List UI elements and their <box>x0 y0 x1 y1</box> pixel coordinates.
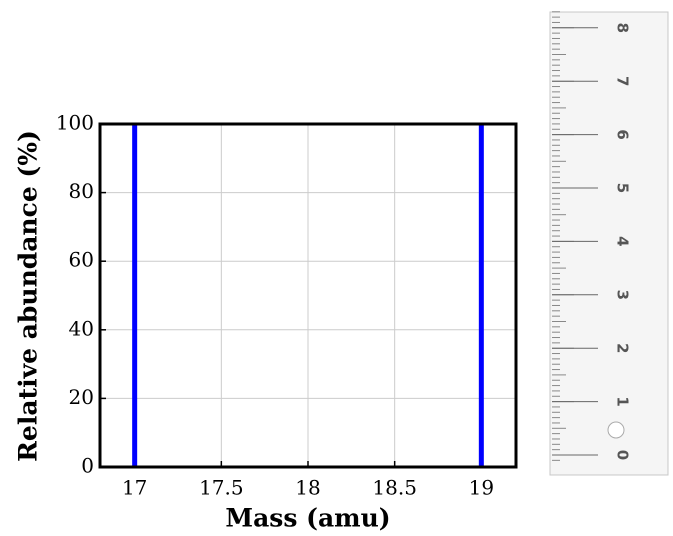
x-tick-label: 18 <box>295 476 320 500</box>
y-tick-label: 60 <box>69 248 94 272</box>
plot-frame <box>98 122 518 469</box>
ruler-label: 5 <box>614 183 632 193</box>
x-axis-title: Mass (amu) <box>225 504 390 533</box>
x-tick-label: 17.5 <box>199 476 244 500</box>
ruler-label: 6 <box>614 129 632 139</box>
y-tick-label: 0 <box>81 454 94 478</box>
y-tick-label: 100 <box>56 111 94 135</box>
y-tick-label: 20 <box>69 385 94 409</box>
ruler-label: 4 <box>614 236 632 246</box>
ruler-label: 1 <box>614 396 632 406</box>
y-tick-label: 80 <box>69 179 94 203</box>
ruler-label: 0 <box>614 450 632 460</box>
y-axis-title: Relative abundance (%) <box>14 130 43 462</box>
ruler <box>549 11 669 476</box>
ruler-hole <box>607 421 625 439</box>
y-tick-label: 40 <box>69 316 94 340</box>
x-tick-label: 18.5 <box>372 476 417 500</box>
ruler-label: 7 <box>614 76 632 86</box>
stem <box>132 124 138 467</box>
ruler-label: 3 <box>614 290 632 300</box>
x-tick-label: 19 <box>469 476 494 500</box>
x-tick-label: 17 <box>122 476 147 500</box>
ruler-label: 2 <box>614 343 632 353</box>
stem <box>478 124 484 467</box>
ruler-label: 8 <box>614 23 632 33</box>
